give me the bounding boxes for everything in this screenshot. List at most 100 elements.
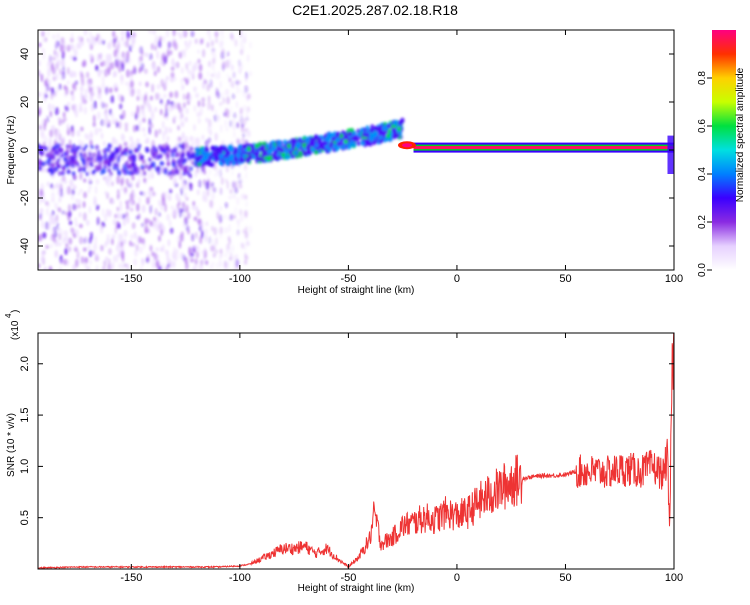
- noise-speck: [116, 194, 120, 200]
- noise-speck: [140, 50, 145, 57]
- noise-speck: [88, 40, 93, 48]
- noise-speck: [70, 32, 74, 39]
- noise-speck: [139, 265, 143, 270]
- noise-speck: [190, 141, 195, 147]
- trace-speck: [381, 125, 387, 131]
- band-speck: [128, 157, 133, 163]
- band-speck: [180, 150, 185, 156]
- noise-speck: [154, 106, 158, 113]
- noise-speck: [177, 200, 181, 206]
- noise-speck: [110, 262, 115, 269]
- band-speck: [131, 162, 136, 168]
- noise-speck: [164, 78, 168, 86]
- noise-speck: [120, 176, 125, 184]
- noise-speck: [191, 205, 195, 210]
- noise-speck: [46, 222, 51, 230]
- noise-speck: [92, 36, 97, 46]
- noise-speck: [237, 80, 242, 85]
- band-speck: [65, 154, 70, 160]
- noise-speck: [48, 265, 53, 270]
- band-speck: [134, 148, 139, 154]
- band-speck: [66, 169, 71, 175]
- noise-speck: [87, 244, 91, 250]
- noise-speck: [39, 188, 44, 197]
- noise-speck: [197, 49, 200, 54]
- band-speck: [94, 144, 99, 150]
- noise-speck: [75, 221, 78, 227]
- noise-speck: [227, 236, 231, 242]
- noise-speck: [153, 70, 157, 77]
- noise-speck: [192, 200, 196, 207]
- noise-speck: [226, 51, 230, 57]
- noise-speck: [186, 100, 191, 106]
- band-speck: [171, 162, 176, 168]
- band-speck: [184, 165, 189, 171]
- noise-speck: [190, 70, 195, 77]
- noise-speck: [53, 49, 57, 56]
- noise-speck: [229, 252, 233, 261]
- noise-speck: [101, 82, 106, 89]
- band-speck: [137, 143, 142, 149]
- noise-speck: [96, 33, 100, 39]
- noise-speck: [162, 225, 166, 234]
- noise-speck: [162, 51, 166, 58]
- band-speck: [132, 157, 137, 163]
- trace-speck: [242, 153, 247, 159]
- noise-speck: [134, 110, 138, 116]
- noise-speck: [228, 78, 232, 83]
- band-speck: [147, 157, 152, 163]
- noise-speck: [38, 124, 43, 131]
- noise-speck: [104, 241, 107, 248]
- noise-speck: [38, 59, 42, 67]
- noise-speck: [164, 108, 169, 118]
- noise-speck: [38, 42, 42, 48]
- noise-speck: [201, 250, 206, 255]
- noise-speck: [129, 200, 134, 207]
- noise-speck: [233, 257, 236, 267]
- noise-speck: [112, 254, 117, 263]
- noise-speck: [230, 105, 233, 114]
- noise-speck: [231, 118, 236, 125]
- noise-speck: [87, 189, 91, 194]
- noise-speck: [131, 40, 135, 49]
- band-speck: [85, 171, 90, 177]
- noise-speck: [197, 100, 201, 107]
- noise-speck: [197, 218, 202, 226]
- noise-speck: [126, 216, 130, 225]
- noise-speck: [138, 196, 142, 205]
- noise-speck: [156, 83, 161, 90]
- noise-speck: [243, 259, 248, 265]
- noise-speck: [219, 187, 223, 196]
- noise-speck: [213, 173, 217, 178]
- trace-speck: [218, 153, 224, 160]
- noise-speck: [166, 50, 170, 58]
- noise-speck: [120, 186, 124, 192]
- noise-speck: [141, 204, 146, 213]
- noise-speck: [249, 70, 253, 77]
- plot-background: [38, 333, 674, 569]
- noise-speck: [89, 95, 93, 101]
- noise-speck: [100, 244, 104, 252]
- band-speck: [101, 168, 106, 174]
- noise-speck: [54, 250, 59, 257]
- noise-speck: [38, 234, 41, 242]
- colorbar-tick-label: 0.0: [697, 263, 708, 277]
- noise-speck: [130, 69, 135, 75]
- noise-speck: [215, 36, 218, 44]
- noise-speck: [58, 266, 63, 270]
- noise-speck: [243, 243, 247, 251]
- x-tick-label: 50: [559, 572, 571, 584]
- plot-frame: [37, 332, 675, 570]
- noise-speck: [110, 95, 115, 104]
- band-speck: [75, 145, 80, 151]
- noise-speck: [180, 82, 184, 92]
- noise-speck: [65, 185, 70, 194]
- noise-speck: [161, 165, 165, 174]
- noise-speck: [184, 256, 188, 265]
- noise-speck: [74, 80, 79, 85]
- noise-speck: [167, 263, 170, 268]
- noise-speck: [215, 166, 220, 175]
- noise-speck: [71, 83, 76, 90]
- noise-speck: [74, 258, 79, 268]
- noise-speck: [118, 65, 122, 73]
